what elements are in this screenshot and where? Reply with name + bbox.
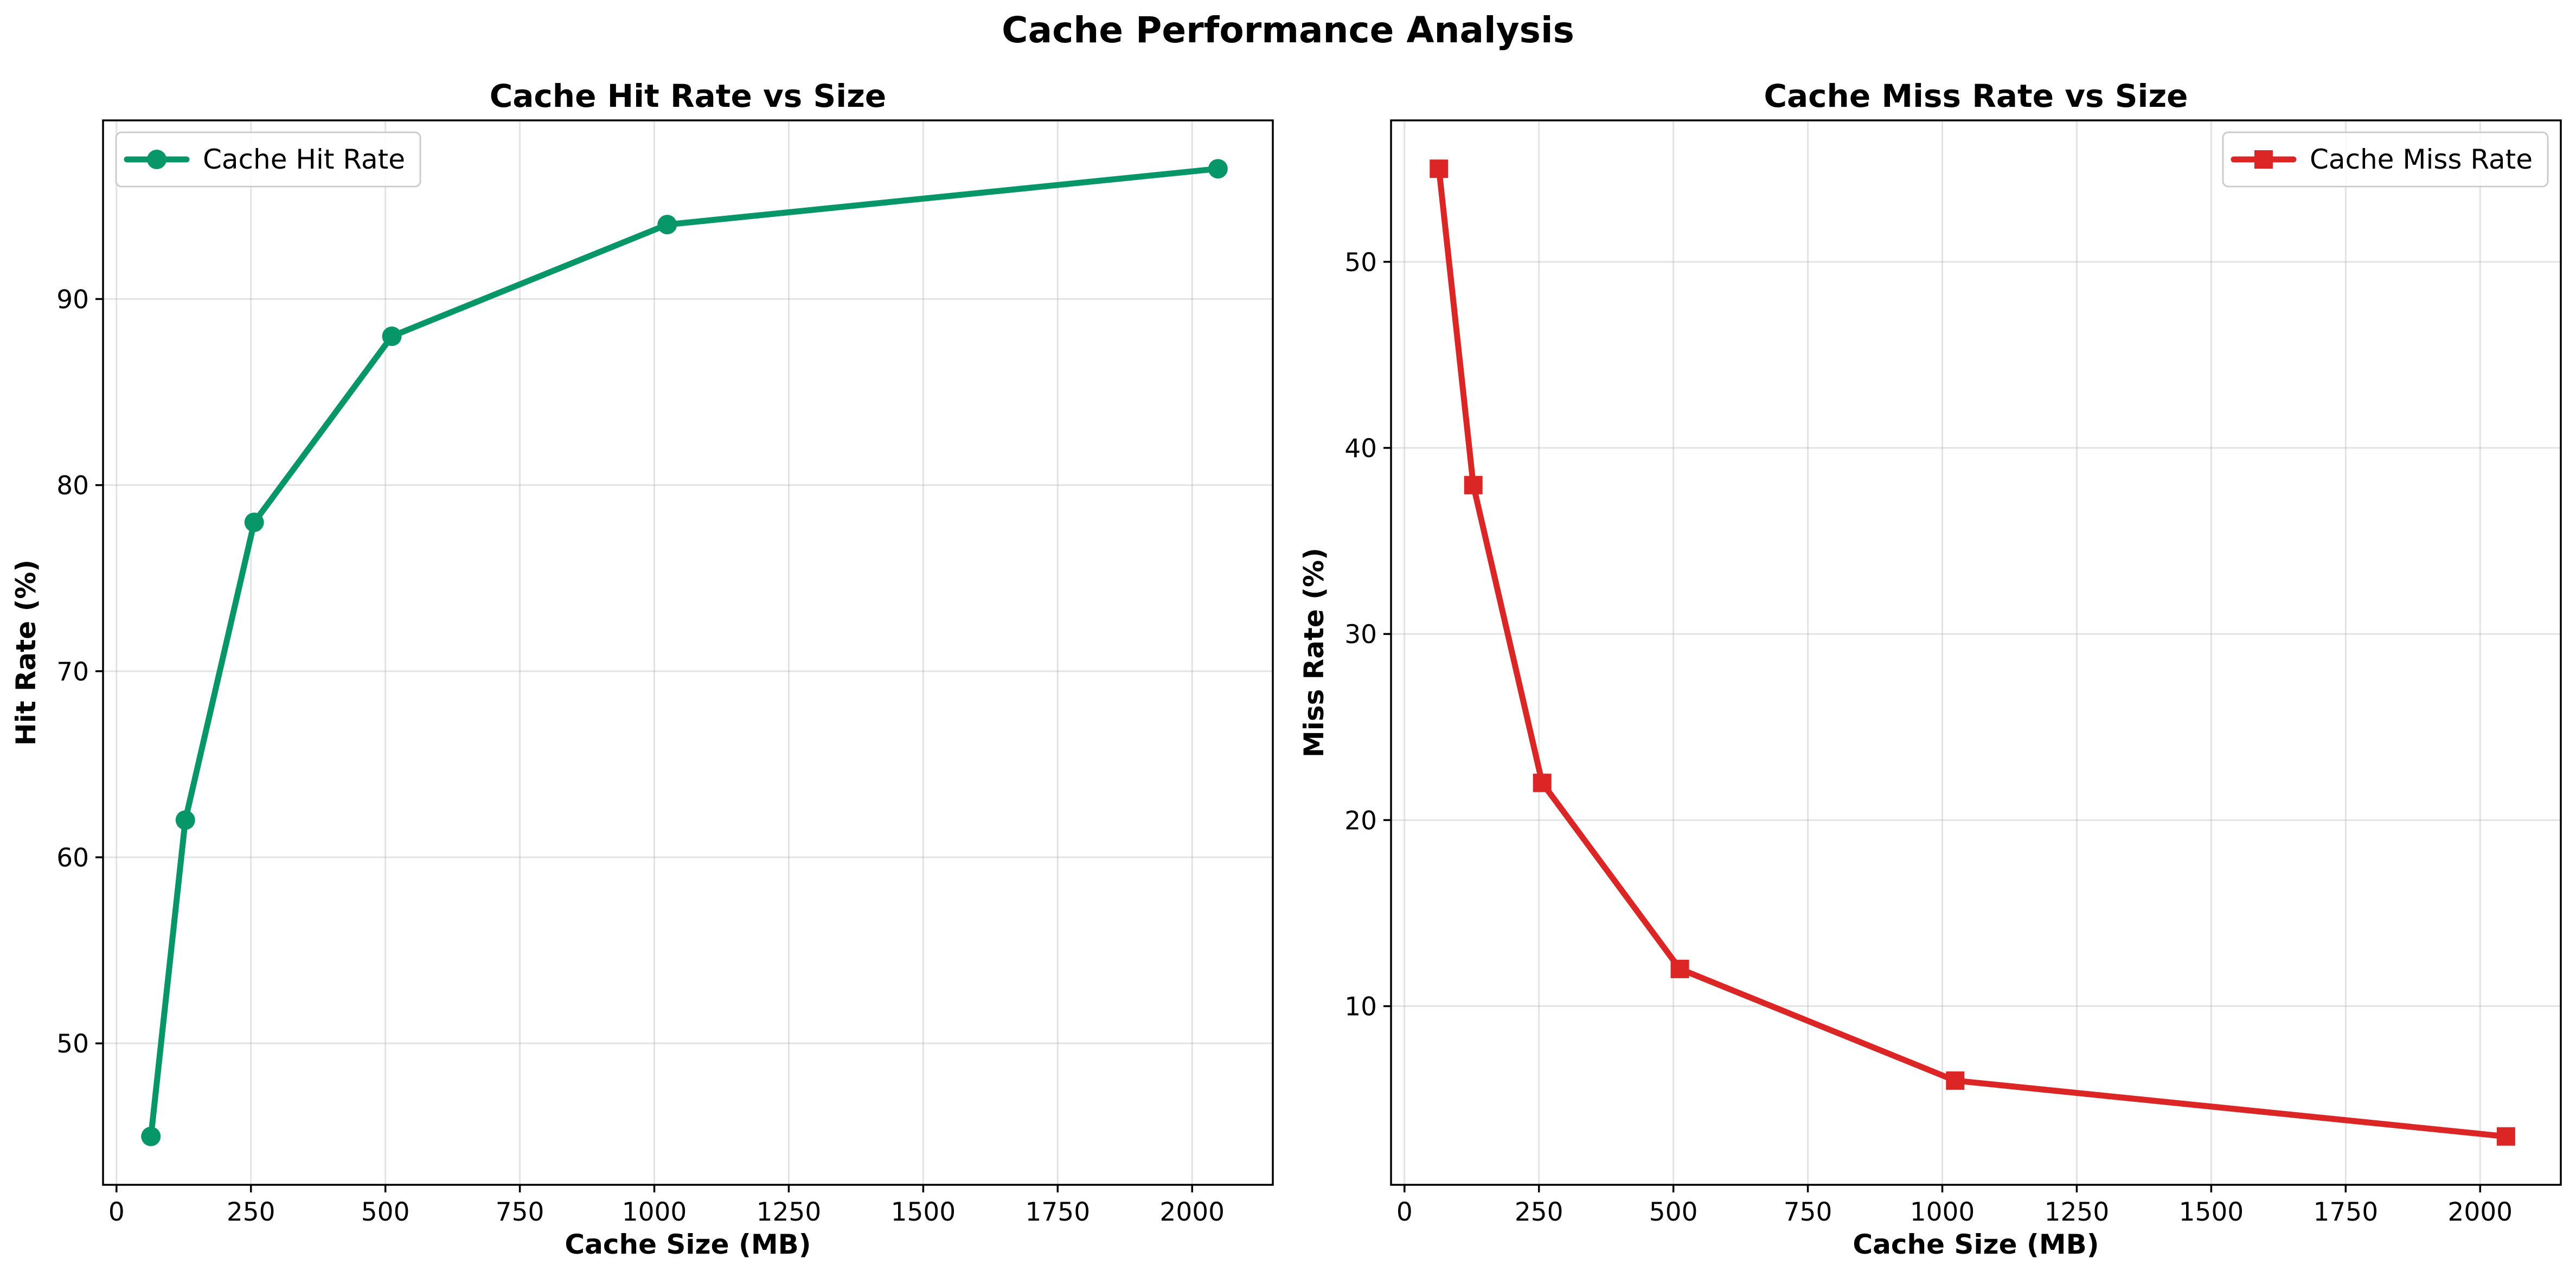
x-axis-label: Cache Size (MB): [1853, 1229, 2099, 1260]
data-point: [657, 215, 677, 235]
chart-panel-1: 0 250 500 750 1000 1250 1500 1750 2000 50 60 70 80 90…: [10, 78, 1274, 1260]
y-axis-label: Hit Rate (%): [10, 560, 42, 746]
x-tick-label: 1000: [622, 1197, 687, 1227]
data-point: [1946, 1071, 1965, 1090]
plot-frame: [1390, 119, 2562, 1186]
y-tick-label: 50: [56, 1029, 89, 1059]
y-tick-label: 70: [56, 657, 89, 687]
series-line: [1436, 165, 2509, 1140]
legend-label: Cache Miss Rate: [2310, 144, 2533, 175]
x-axis-label: Cache Size (MB): [565, 1229, 811, 1260]
x-tick-label: 1500: [2179, 1197, 2244, 1227]
y-tick-label: 40: [1344, 434, 1377, 464]
plot-frame: [102, 119, 1274, 1186]
y-axis-label: Miss Rate (%): [1298, 548, 1330, 758]
legend-marker: [147, 150, 166, 169]
x-tick-label: 750: [496, 1197, 544, 1227]
y-tick-label: 20: [1344, 806, 1377, 836]
x-tick-label: 2000: [1159, 1197, 1225, 1227]
y-tick-label: 10: [1344, 992, 1377, 1022]
y-tick-label: 90: [56, 285, 89, 315]
chart-title: Cache Hit Rate vs Size: [490, 78, 887, 114]
data-point: [1430, 159, 1449, 178]
y-tick-label: 80: [56, 471, 89, 501]
data-point: [244, 512, 264, 532]
x-tick-label: 1250: [2045, 1197, 2110, 1227]
data-point: [141, 1126, 161, 1146]
x-tick-label: 750: [1784, 1197, 1832, 1227]
data-point: [382, 326, 402, 346]
data-point: [1533, 773, 1552, 792]
series-line: [148, 165, 1221, 1140]
data-point: [1464, 476, 1483, 495]
legend-box: [115, 131, 421, 188]
data-point: [175, 810, 195, 830]
x-tick-label: 0: [108, 1197, 125, 1227]
legend: Cache Miss Rate: [2222, 131, 2549, 188]
x-tick-label: 500: [361, 1197, 410, 1227]
data-point: [1670, 959, 1689, 978]
x-tick-label: 500: [1649, 1197, 1698, 1227]
x-tick-label: 1750: [2313, 1197, 2378, 1227]
x-tick-label: 0: [1396, 1197, 1413, 1227]
legend: Cache Hit Rate: [115, 131, 421, 188]
x-tick-label: 2000: [2447, 1197, 2513, 1227]
data-point: [2496, 1127, 2515, 1146]
legend-marker: [2254, 150, 2273, 169]
x-tick-label: 1750: [1025, 1197, 1090, 1227]
x-tick-label: 1250: [757, 1197, 822, 1227]
panels: 0 250 500 750 1000 1250 1500 1750 20005060708090…: [10, 78, 2562, 1260]
legend-box: [2222, 131, 2549, 188]
figure-title: Cache Performance Analysis: [1002, 9, 1574, 51]
x-tick-label: 1500: [891, 1197, 956, 1227]
chart-panel-2: 0 250 500 750 1000 1250 1500 1750 2000 10 20 30 40 50…: [1298, 78, 2562, 1260]
x-tick-label: 250: [227, 1197, 275, 1227]
chart-title: Cache Miss Rate vs Size: [1764, 78, 2188, 114]
x-tick-label: 250: [1515, 1197, 1563, 1227]
legend-label: Cache Hit Rate: [203, 144, 405, 175]
y-tick-label: 30: [1344, 620, 1377, 650]
y-tick-label: 60: [56, 843, 89, 873]
x-tick-label: 1000: [1910, 1197, 1975, 1227]
y-tick-label: 50: [1344, 248, 1377, 278]
data-point: [1208, 159, 1228, 179]
